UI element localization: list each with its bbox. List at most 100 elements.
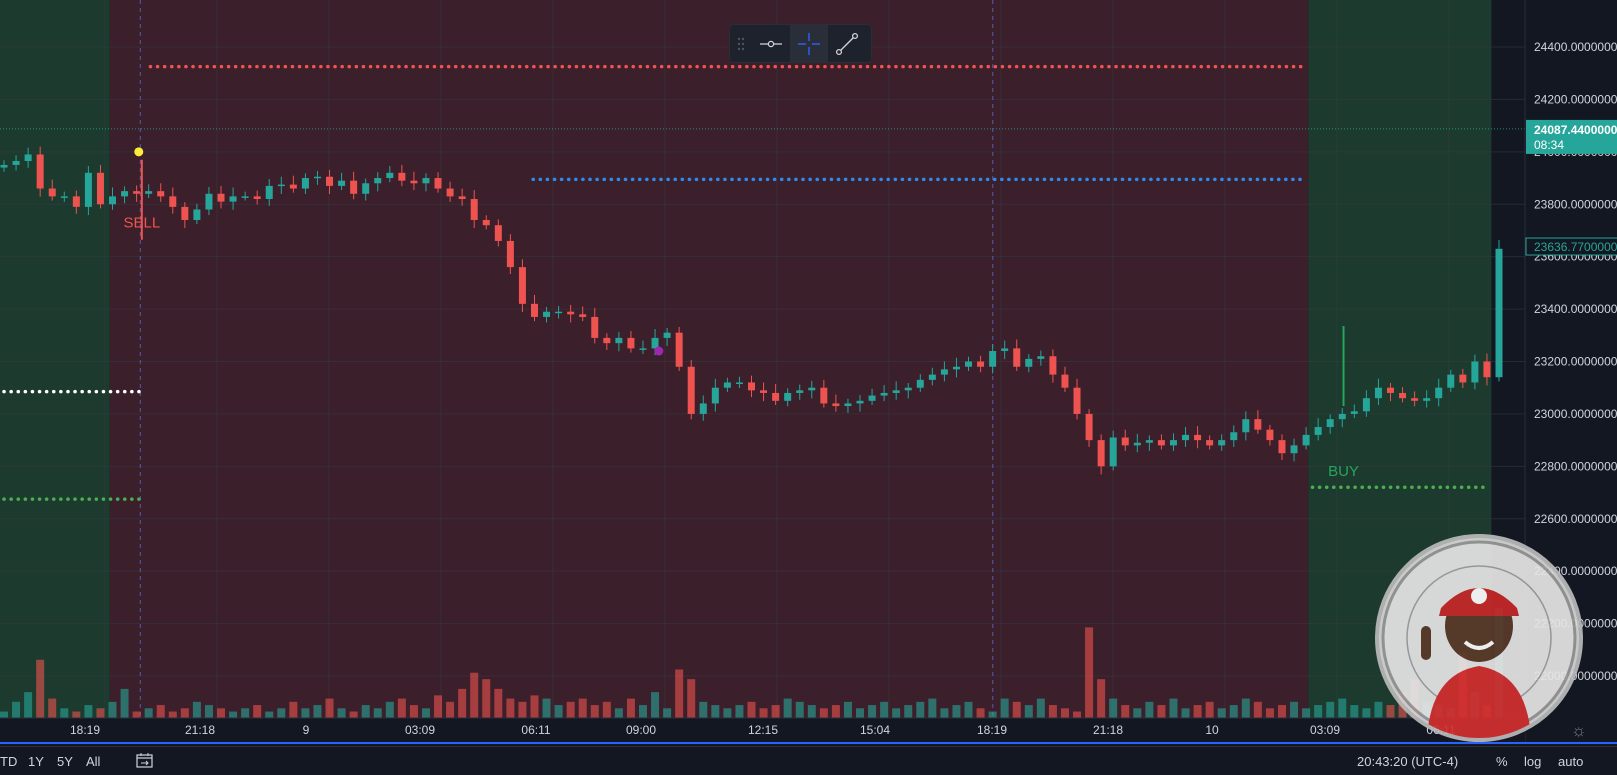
candle-body bbox=[1109, 437, 1117, 467]
range-5y-button[interactable]: 5Y bbox=[57, 754, 73, 769]
candle-body bbox=[1362, 398, 1370, 412]
chart-settings-icon[interactable]: ☼ bbox=[1571, 721, 1587, 740]
volume-bar bbox=[24, 692, 33, 718]
x-tick-label: 21:18 bbox=[1093, 723, 1123, 737]
candle-body bbox=[326, 176, 334, 186]
volume-bar bbox=[229, 711, 238, 718]
time-scale-bg bbox=[0, 718, 1525, 742]
volume-bar bbox=[361, 705, 370, 718]
volume-bar bbox=[301, 708, 310, 718]
volume-bar bbox=[952, 705, 961, 718]
candle-body bbox=[543, 311, 551, 317]
candle-body bbox=[808, 387, 816, 391]
candle-body bbox=[518, 267, 526, 304]
candle-body bbox=[109, 196, 117, 205]
volume-bar bbox=[1362, 708, 1371, 718]
candle-body bbox=[856, 400, 864, 404]
x-tick-label: 21:18 bbox=[185, 723, 215, 737]
trend-line-tool-icon[interactable] bbox=[828, 25, 866, 62]
volume-bar bbox=[458, 688, 467, 718]
candle-body bbox=[386, 172, 394, 179]
candle-body bbox=[1073, 387, 1081, 414]
clock-timezone[interactable]: 20:43:20 (UTC-4) bbox=[1357, 754, 1459, 769]
volume-bar bbox=[446, 701, 455, 718]
volume-bar bbox=[385, 701, 394, 718]
volume-bar bbox=[675, 669, 684, 718]
candle-body bbox=[1266, 429, 1274, 441]
volume-bar bbox=[217, 708, 226, 718]
candle-body bbox=[265, 185, 273, 200]
range-all-button[interactable]: All bbox=[86, 754, 101, 769]
range-1y-button[interactable]: 1Y bbox=[28, 754, 44, 769]
signal-dot-0 bbox=[134, 147, 144, 157]
volume-bar bbox=[421, 708, 430, 718]
volume-bar bbox=[1157, 705, 1166, 718]
volume-bar bbox=[614, 708, 623, 718]
volume-bar bbox=[506, 698, 515, 718]
candle-body bbox=[904, 387, 912, 391]
candle-body bbox=[1435, 387, 1443, 399]
candle-body bbox=[567, 311, 575, 315]
volume-bar bbox=[1181, 708, 1190, 718]
volume-bar bbox=[1290, 701, 1299, 718]
candle-body bbox=[663, 332, 671, 338]
volume-bar bbox=[1205, 701, 1214, 718]
range-td-button[interactable]: TD bbox=[0, 754, 18, 769]
volume-bar bbox=[1133, 708, 1142, 718]
candle-body bbox=[96, 172, 104, 205]
volume-bar bbox=[60, 708, 69, 718]
volume-bar bbox=[602, 701, 611, 718]
candle-body bbox=[1338, 413, 1346, 420]
percent-scale-toggle[interactable]: % bbox=[1496, 754, 1508, 769]
volume-bar bbox=[687, 679, 696, 718]
volume-bar bbox=[868, 705, 877, 718]
candle-body bbox=[253, 196, 261, 200]
volume-bar bbox=[156, 705, 165, 718]
candle-body bbox=[60, 196, 68, 198]
y-tick-label: 22800.00000000 bbox=[1534, 459, 1617, 473]
candle-body bbox=[675, 332, 683, 367]
crosshair-tool-icon[interactable] bbox=[790, 25, 828, 62]
candle-body bbox=[615, 337, 623, 344]
volume-bar bbox=[759, 708, 768, 718]
volume-bar bbox=[1073, 711, 1082, 718]
volume-bar bbox=[397, 698, 406, 718]
candle-body bbox=[12, 161, 20, 165]
volume-bar bbox=[1121, 705, 1130, 718]
candle-body bbox=[0, 164, 8, 168]
candle-body bbox=[169, 196, 177, 207]
candle-body bbox=[157, 191, 165, 197]
candle-body bbox=[880, 392, 888, 396]
go-to-date-icon[interactable] bbox=[136, 752, 154, 771]
log-scale-toggle[interactable]: log bbox=[1524, 754, 1542, 769]
volume-bar bbox=[843, 701, 852, 718]
volume-bar bbox=[48, 698, 57, 718]
marked-price-badge bbox=[1525, 237, 1617, 256]
drag-handle-icon[interactable] bbox=[730, 25, 752, 62]
candle-body bbox=[133, 191, 141, 194]
candle-body bbox=[651, 337, 659, 349]
volume-bar bbox=[277, 708, 286, 718]
candle-body bbox=[1169, 440, 1177, 446]
candle-body bbox=[735, 382, 743, 384]
candle-body bbox=[1097, 440, 1105, 467]
auto-scale-toggle[interactable]: auto bbox=[1558, 754, 1584, 769]
volume-bar bbox=[964, 701, 973, 718]
volume-bar bbox=[325, 698, 334, 718]
candle-body bbox=[1206, 440, 1214, 446]
candle-body bbox=[555, 311, 563, 314]
volume-bar bbox=[1350, 705, 1359, 718]
volume-bar bbox=[1314, 705, 1323, 718]
bar-countdown-label: 08:34 bbox=[1534, 138, 1564, 152]
candle-body bbox=[1037, 356, 1045, 359]
volume-bar bbox=[940, 708, 949, 718]
volume-bar bbox=[1265, 708, 1274, 718]
volume-bar bbox=[470, 672, 479, 718]
horizontal-line-tool-icon[interactable] bbox=[752, 25, 790, 62]
candle-body bbox=[868, 395, 876, 401]
volume-bar bbox=[1000, 698, 1009, 718]
volume-bar bbox=[1012, 701, 1021, 718]
streamer-avatar-watermark bbox=[1375, 534, 1583, 742]
candle-body bbox=[820, 387, 828, 404]
